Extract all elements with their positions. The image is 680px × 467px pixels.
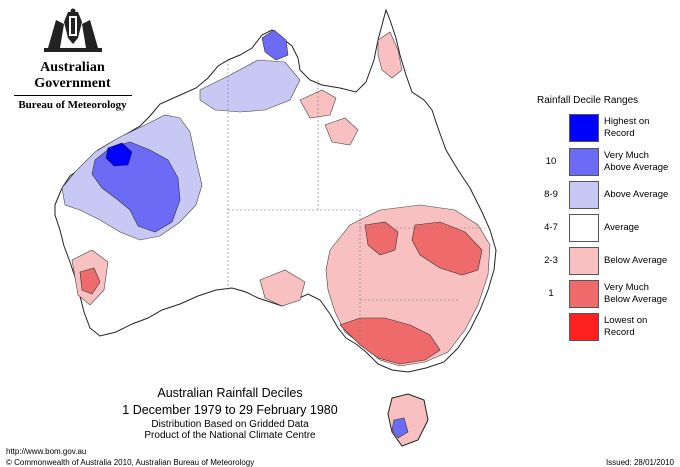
mainland <box>54 8 497 373</box>
nt-sa-border-below <box>259 269 306 307</box>
legend-swatch-very-much-below <box>569 280 599 308</box>
legend-label: Very Much Below Average <box>604 282 668 305</box>
legend-swatch-highest <box>569 114 599 142</box>
wa-anomaly-highest <box>105 142 133 167</box>
se-very-much-below <box>339 317 441 365</box>
legend-label: Lowest on Record <box>604 315 648 338</box>
legend-title: Rainfall Decile Ranges <box>537 95 639 106</box>
tasmania-above <box>391 417 409 439</box>
legend-label: Above Average <box>604 189 669 200</box>
map-caption: Australian Rainfall Deciles 1 December 1… <box>80 386 380 441</box>
legend-swatch-below <box>569 247 599 275</box>
website-url: http://www.bom.gov.au <box>6 447 87 456</box>
bureau-name: Bureau of Meteorology <box>18 99 127 111</box>
legend-key: 2-3 <box>544 255 558 266</box>
state-borders <box>227 60 485 345</box>
legend-label: Below Average <box>604 255 668 266</box>
legend-item-very-much-above: 10 Very Much Above Average <box>537 148 677 176</box>
nsw-very-much-below <box>411 221 483 276</box>
wa-south-very-much-below <box>79 267 101 295</box>
legend-item-lowest: Lowest on Record <box>537 313 677 341</box>
legend-key: 8-9 <box>544 189 558 200</box>
kimberley-above <box>199 59 301 113</box>
legend-swatch-above <box>569 181 599 209</box>
legend-key: 1 <box>548 288 554 299</box>
legend-item-below: 2-3 Below Average <box>537 247 677 275</box>
central-below <box>324 117 359 146</box>
legend-label: Highest on Record <box>604 116 650 139</box>
logo-divider <box>13 95 132 96</box>
top-end-very-much-above <box>261 29 289 61</box>
map-title: Australian Rainfall Deciles <box>157 386 303 400</box>
map-period: 1 December 1979 to 29 February 1980 <box>122 403 338 417</box>
legend-label: Very Much Above Average <box>604 150 669 173</box>
government-logo: Australian Government Bureau of Meteorol… <box>10 8 135 111</box>
copyright-notice: © Commonwealth of Australia 2010, Austra… <box>6 458 255 467</box>
coat-of-arms-icon <box>43 8 102 52</box>
government-name: Australian Government <box>34 60 111 91</box>
legend-item-average: 4-7 Average <box>537 214 677 242</box>
legend-key: 4-7 <box>544 222 558 233</box>
qld-coast-below <box>377 31 403 79</box>
legend-swatch-average <box>569 214 599 242</box>
issued-date: Issued: 28/01/2010 <box>605 458 674 467</box>
legend-item-highest: Highest on Record <box>537 114 677 142</box>
legend-swatch-lowest <box>569 313 599 341</box>
legend-label: Average <box>604 222 640 233</box>
sa-very-much-below <box>364 221 399 256</box>
legend-item-very-much-below: 1 Very Much Below Average <box>537 280 677 308</box>
legend-item-above: 8-9 Above Average <box>537 181 677 209</box>
map-note-distribution: Distribution Based on Gridded Data <box>151 419 309 430</box>
legend-key: 10 <box>545 156 557 167</box>
map-note-product: Product of the National Climate Centre <box>144 430 316 441</box>
legend-swatch-very-much-above <box>569 148 599 176</box>
